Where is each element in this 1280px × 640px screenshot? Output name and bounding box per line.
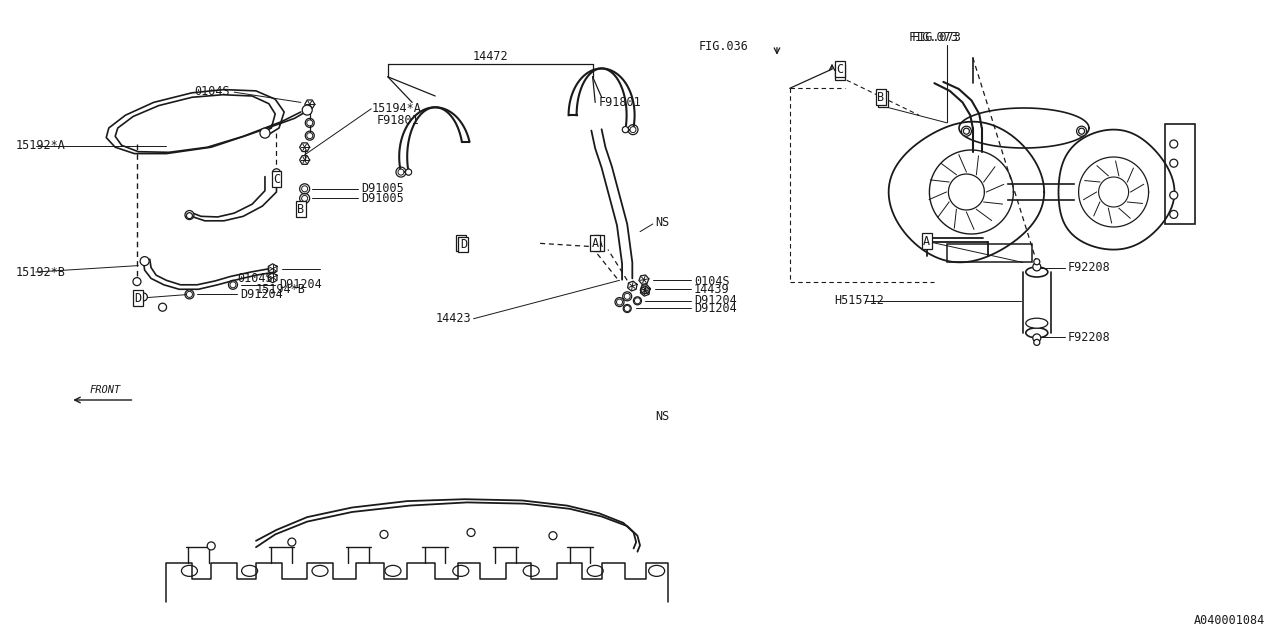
Ellipse shape — [1025, 318, 1048, 328]
Ellipse shape — [649, 565, 664, 577]
Circle shape — [307, 120, 312, 126]
Text: A: A — [595, 237, 603, 250]
Circle shape — [184, 211, 195, 220]
Circle shape — [1170, 140, 1178, 148]
Text: NS: NS — [655, 410, 669, 422]
Ellipse shape — [1025, 267, 1048, 277]
Circle shape — [1034, 339, 1039, 346]
Circle shape — [961, 126, 972, 136]
Text: 14423: 14423 — [435, 312, 471, 324]
Text: D91204: D91204 — [694, 294, 736, 307]
Circle shape — [1170, 159, 1178, 167]
Text: 15192*B: 15192*B — [15, 266, 65, 278]
Circle shape — [140, 293, 147, 301]
Text: B: B — [877, 91, 884, 104]
Circle shape — [140, 257, 150, 266]
Circle shape — [273, 169, 280, 177]
Circle shape — [630, 127, 636, 132]
Text: D91005: D91005 — [361, 182, 403, 195]
Text: NS: NS — [655, 216, 669, 228]
Circle shape — [1076, 126, 1087, 136]
Ellipse shape — [312, 565, 328, 577]
Circle shape — [635, 298, 640, 304]
Text: D91204: D91204 — [279, 278, 321, 291]
Text: D: D — [460, 238, 467, 251]
Text: F92208: F92208 — [1068, 331, 1110, 344]
Bar — [1165, 124, 1194, 224]
Circle shape — [467, 529, 475, 536]
Circle shape — [1034, 259, 1039, 265]
Text: H515712: H515712 — [835, 294, 884, 307]
Text: D91005: D91005 — [361, 192, 403, 205]
Circle shape — [187, 212, 192, 219]
Text: 14439: 14439 — [694, 283, 730, 296]
Text: B: B — [879, 93, 887, 106]
Text: 15194*B: 15194*B — [256, 283, 306, 296]
Text: FRONT: FRONT — [90, 385, 120, 396]
Ellipse shape — [242, 565, 257, 577]
Circle shape — [398, 169, 404, 175]
Circle shape — [133, 278, 141, 285]
Bar — [947, 244, 1032, 262]
Circle shape — [207, 542, 215, 550]
Circle shape — [302, 186, 307, 192]
Circle shape — [1170, 211, 1178, 218]
Text: 14472: 14472 — [472, 50, 508, 63]
Circle shape — [288, 538, 296, 546]
Text: FIG.073: FIG.073 — [911, 31, 961, 44]
Text: 15194*A: 15194*A — [371, 102, 421, 115]
Circle shape — [406, 169, 412, 175]
Circle shape — [622, 127, 628, 132]
Text: 15192*A: 15192*A — [15, 140, 65, 152]
Circle shape — [380, 531, 388, 538]
Ellipse shape — [524, 565, 539, 577]
Text: A040001084: A040001084 — [1193, 614, 1265, 627]
Ellipse shape — [588, 565, 603, 577]
Circle shape — [625, 305, 630, 312]
Circle shape — [187, 291, 192, 298]
Text: 0104S: 0104S — [237, 272, 273, 285]
Circle shape — [625, 293, 630, 300]
Circle shape — [307, 132, 312, 139]
Text: A: A — [923, 235, 931, 248]
Circle shape — [617, 299, 622, 305]
Ellipse shape — [1025, 328, 1048, 338]
Text: F92208: F92208 — [1068, 261, 1110, 274]
Text: B: B — [297, 203, 305, 216]
Circle shape — [1033, 263, 1041, 271]
Circle shape — [964, 128, 969, 134]
Text: F91801: F91801 — [599, 96, 641, 109]
Ellipse shape — [453, 565, 468, 577]
Ellipse shape — [182, 565, 197, 577]
Circle shape — [159, 303, 166, 311]
Text: D: D — [134, 292, 142, 305]
Circle shape — [549, 532, 557, 540]
Text: 0104S: 0104S — [195, 85, 230, 98]
Circle shape — [1033, 334, 1041, 342]
Circle shape — [230, 282, 236, 288]
Text: F91801: F91801 — [376, 114, 419, 127]
Text: D91204: D91204 — [694, 302, 736, 315]
Text: D91204: D91204 — [241, 288, 283, 301]
Text: FIG.073: FIG.073 — [909, 31, 959, 44]
Ellipse shape — [385, 565, 401, 577]
Text: D: D — [457, 237, 465, 250]
Text: FIG.036: FIG.036 — [699, 40, 749, 53]
Circle shape — [1170, 191, 1178, 199]
Text: C: C — [273, 173, 280, 186]
Circle shape — [302, 195, 307, 202]
Circle shape — [302, 105, 312, 115]
Text: C: C — [836, 63, 844, 76]
Circle shape — [1079, 128, 1084, 134]
Text: C: C — [836, 65, 844, 78]
Text: 0104S: 0104S — [694, 275, 730, 288]
Circle shape — [260, 128, 270, 138]
Text: A: A — [591, 237, 599, 250]
